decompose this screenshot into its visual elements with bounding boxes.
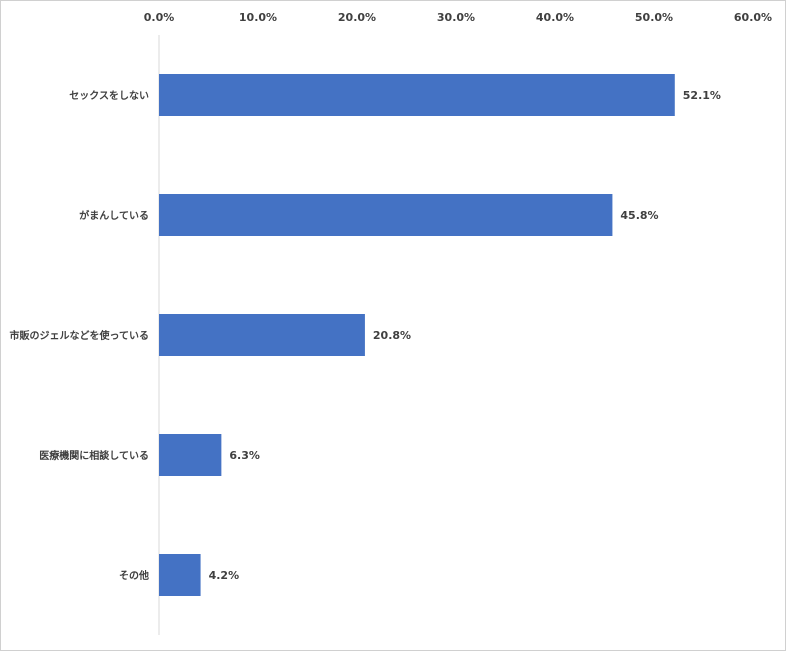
bar — [159, 554, 201, 596]
x-tick-label: 20.0% — [338, 11, 376, 24]
category-label: 医療機関に相談している — [39, 449, 149, 462]
bar — [159, 194, 613, 236]
x-tick-label: 10.0% — [239, 11, 277, 24]
category-label: がまんしている — [79, 209, 149, 222]
x-tick-label: 0.0% — [144, 11, 175, 24]
x-tick-label: 40.0% — [536, 11, 574, 24]
bar — [159, 434, 222, 476]
bar — [159, 314, 365, 356]
data-label: 20.8% — [373, 329, 411, 342]
category-label: セックスをしない — [69, 90, 149, 102]
x-tick-label: 60.0% — [734, 11, 772, 24]
data-label: 6.3% — [229, 449, 260, 462]
category-label: その他 — [119, 569, 149, 582]
data-label: 4.2% — [209, 569, 240, 582]
data-label: 45.8% — [620, 209, 658, 222]
x-tick-label: 30.0% — [437, 11, 475, 24]
category-label: 市販のジェルなどを使っている — [10, 329, 150, 342]
x-tick-label: 50.0% — [635, 11, 673, 24]
data-label: 52.1% — [683, 89, 721, 102]
bar — [159, 74, 675, 116]
